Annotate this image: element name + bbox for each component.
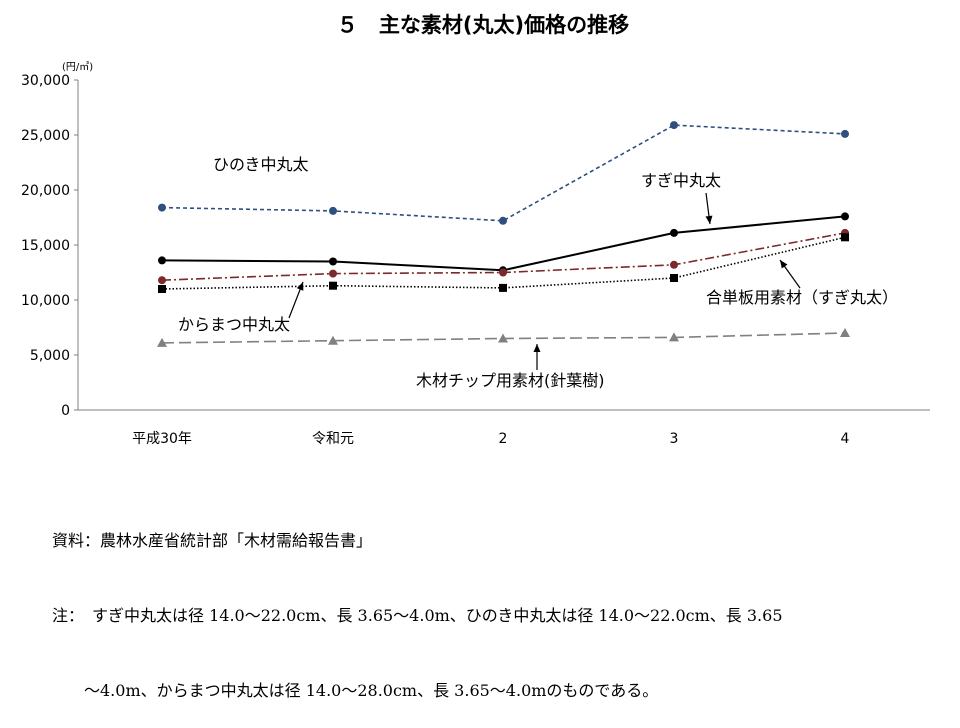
note-line-1: 注： すぎ中丸太は径 14.0～22.0cm、長 3.65～4.0m、ひのき中丸…: [52, 606, 783, 625]
arrowhead: [705, 215, 713, 224]
x-tick-label: 3: [670, 431, 679, 447]
data-point: [329, 281, 337, 290]
x-tick-label: 2: [499, 431, 508, 447]
series-label-chip: 木材チップ用素材(針葉樹): [416, 371, 605, 390]
source-note: 資料：農林水産省統計部「木材需給報告書」: [52, 531, 373, 550]
data-point: [158, 203, 166, 212]
note-line-2: ～4.0m、からまつ中丸太は径 14.0～28.0cm、長 3.65～4.0mの…: [52, 681, 659, 700]
data-point: [841, 233, 849, 242]
data-point: [328, 335, 338, 345]
arrowhead: [296, 282, 304, 291]
x-tick-label: 平成30年: [132, 431, 192, 447]
data-point: [670, 274, 678, 282]
data-point: [158, 285, 166, 293]
y-tick-label: 20,000: [21, 183, 70, 199]
y-tick-label: 0: [61, 403, 70, 419]
y-tick-label: 15,000: [21, 238, 70, 254]
chart: ５ 主な素材(丸太)価格の推移 (円/㎥) 0 5,000 10,000 15,000…: [21, 13, 930, 447]
arrowhead: [780, 260, 788, 269]
data-point: [841, 212, 849, 221]
data-point: [670, 121, 678, 130]
data-point: [158, 276, 166, 285]
data-point: [670, 260, 678, 269]
data-point: [329, 269, 337, 278]
y-tick-label: 30,000: [21, 73, 70, 89]
series-label-karamatsu: からまつ中丸太: [178, 315, 290, 334]
data-point: [499, 268, 507, 277]
label-arrows: [288, 192, 801, 370]
x-tick-label: 4: [841, 431, 850, 447]
data-point: [157, 337, 167, 347]
x-tick-label: 令和元: [312, 431, 354, 447]
data-point: [669, 332, 679, 342]
y-tick-label: 25,000: [21, 128, 70, 144]
series-line: [161, 236, 846, 290]
y-tick-label: 10,000: [21, 293, 70, 309]
y-axis-unit: (円/㎥): [62, 60, 93, 73]
data-point: [670, 228, 678, 237]
y-tick-label: 5,000: [30, 348, 70, 364]
series-label-hinoki: ひのき中丸太: [213, 155, 309, 174]
data-point: [158, 256, 166, 265]
arrowhead: [533, 344, 541, 352]
data-point: [841, 129, 849, 138]
data-point: [498, 333, 508, 343]
data-point: [499, 283, 507, 292]
chart-title: ５ 主な素材(丸太)価格の推移: [337, 13, 629, 37]
data-point: [499, 216, 507, 225]
series-line: [161, 124, 846, 222]
data-point: [329, 257, 337, 266]
series-label-goban: 合単板用素材（すぎ丸太）: [706, 288, 898, 307]
notes: 資料：農林水産省統計部「木材需給報告書」 注： すぎ中丸太は径 14.0～22.…: [52, 478, 783, 728]
series-label-sugi: すぎ中丸太: [641, 171, 721, 190]
data-point: [329, 206, 337, 215]
data-point: [840, 328, 850, 337]
